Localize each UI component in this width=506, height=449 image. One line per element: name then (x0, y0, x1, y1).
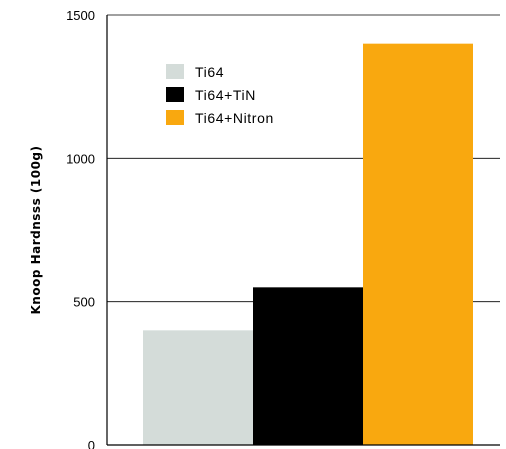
legend-label: Ti64+Nitron (195, 110, 274, 126)
legend-label: Ti64+TiN (195, 87, 256, 103)
bar-ti64-nitron (363, 43, 473, 446)
legend-swatch (166, 110, 184, 125)
y-tick-label: 1500 (66, 8, 95, 23)
bar-ti64-tin (253, 287, 363, 445)
legend-label: Ti64 (195, 64, 224, 80)
legend: Ti64 Ti64+TiN Ti64+Nitron (166, 64, 274, 126)
y-tick-labels: 0 500 1000 1500 (66, 8, 95, 449)
y-tick-label: 1000 (66, 151, 95, 166)
bars (143, 43, 473, 446)
y-tick-label: 500 (73, 295, 95, 310)
bar-ti64 (143, 330, 253, 445)
y-axis-title: Knoop Hardnsss (100g) (29, 145, 43, 314)
legend-swatch (166, 87, 184, 102)
legend-swatch (166, 64, 184, 79)
y-tick-label: 0 (88, 438, 95, 449)
